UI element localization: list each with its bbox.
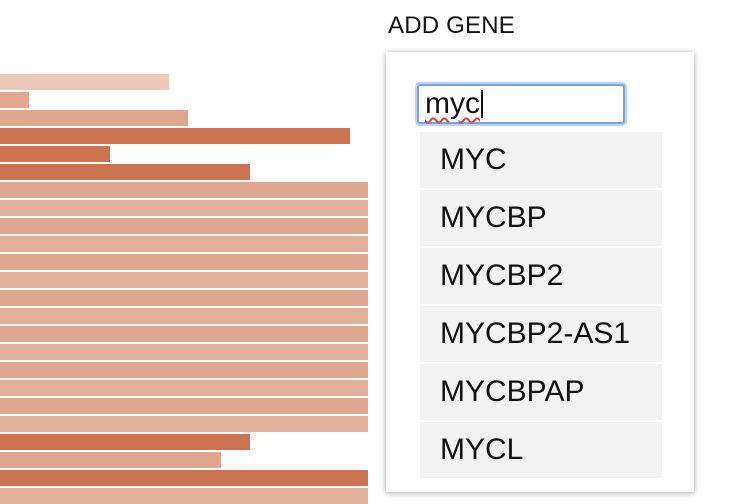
background-bar (0, 326, 368, 342)
background-bar (0, 362, 368, 378)
add-gene-title: ADD GENE (388, 12, 515, 39)
background-bar-chart (0, 0, 370, 504)
background-bar (0, 128, 350, 144)
background-bar (0, 164, 250, 180)
suggestion-item[interactable]: MYCBP2-AS1 (420, 306, 662, 362)
background-bar (0, 308, 368, 324)
suggestion-item[interactable]: MYCL (420, 422, 662, 478)
background-bar (0, 182, 368, 198)
gene-search-input[interactable]: myc (417, 84, 625, 124)
background-bar (0, 200, 368, 216)
text-caret (481, 90, 483, 118)
add-gene-panel: myc MYC MYCBP MYCBP2 MYCBP2-AS1 MYCBPAP … (386, 52, 694, 492)
gene-suggestion-list: MYC MYCBP MYCBP2 MYCBP2-AS1 MYCBPAP MYCL (420, 132, 662, 480)
gene-search-value: myc (425, 87, 480, 120)
background-bar (0, 272, 368, 288)
background-bar (0, 470, 368, 486)
background-bar (0, 434, 250, 450)
background-bar (0, 110, 188, 126)
background-bar (0, 488, 368, 504)
background-bar (0, 380, 368, 396)
background-bar (0, 92, 29, 108)
suggestion-item[interactable]: MYCBP2 (420, 248, 662, 304)
background-bar (0, 290, 368, 306)
suggestion-item[interactable]: MYC (420, 132, 662, 188)
suggestion-item[interactable]: MYCBP (420, 190, 662, 246)
background-bar (0, 452, 221, 468)
background-bar (0, 344, 368, 360)
background-bar (0, 236, 368, 252)
background-bar (0, 416, 368, 432)
background-bar (0, 146, 110, 162)
background-bar (0, 218, 368, 234)
background-bar (0, 398, 368, 414)
background-bar (0, 74, 169, 90)
background-bar (0, 254, 368, 270)
suggestion-item[interactable]: MYCBPAP (420, 364, 662, 420)
